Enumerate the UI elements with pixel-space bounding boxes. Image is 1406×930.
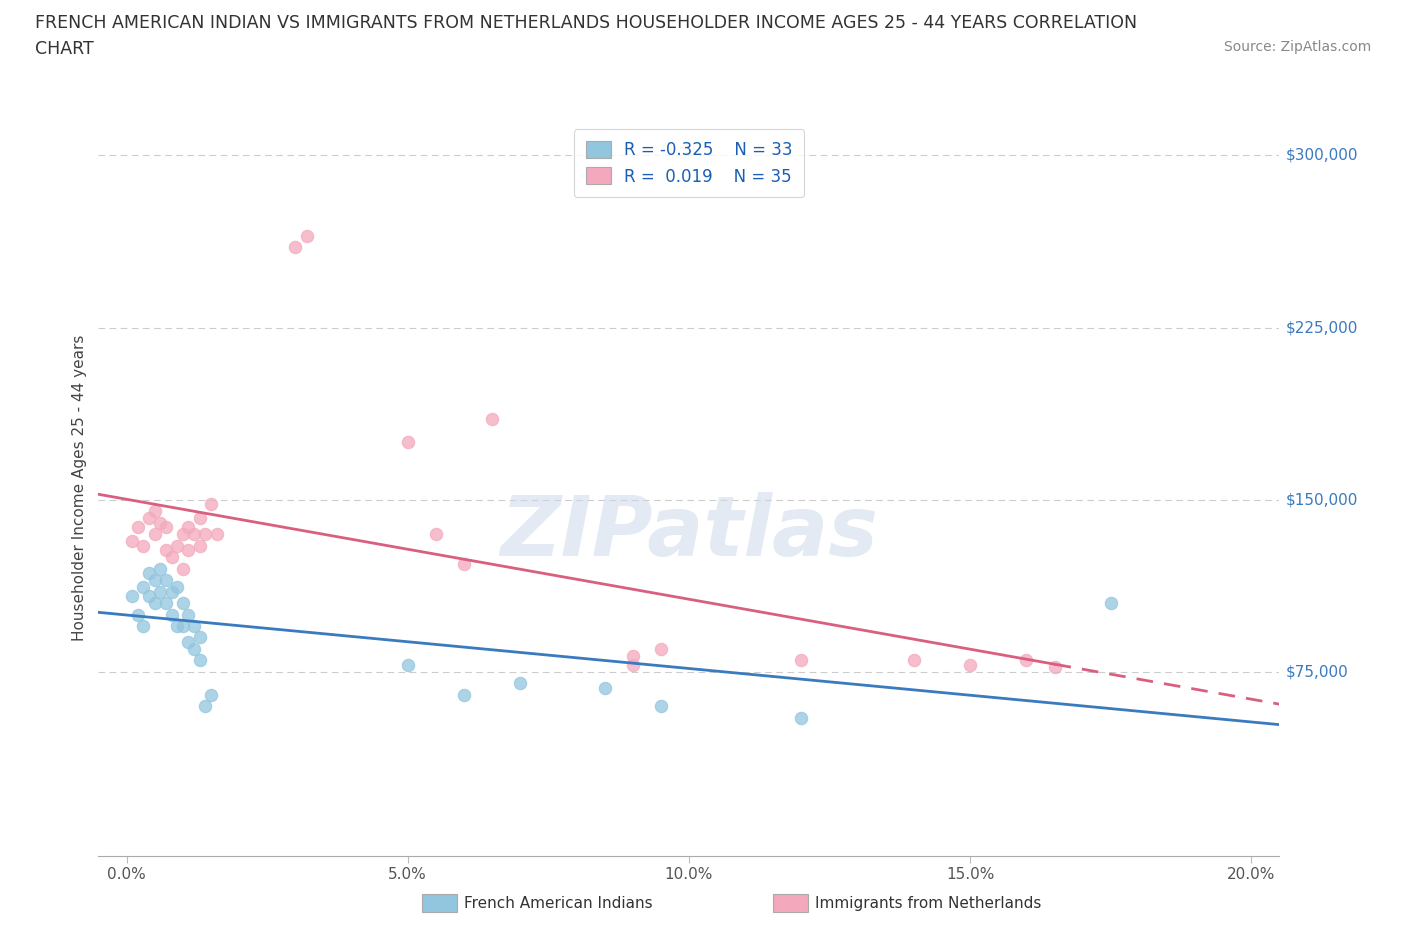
Point: [132, 579, 155, 594]
Point: [194, 699, 217, 714]
Point: [143, 573, 166, 588]
Point: [1099, 595, 1122, 610]
Point: [183, 526, 205, 541]
Point: [138, 589, 160, 604]
Point: [177, 634, 200, 649]
Point: [959, 658, 981, 672]
Point: [166, 618, 188, 633]
Point: [172, 618, 194, 633]
Point: [481, 412, 503, 427]
Point: [138, 511, 160, 525]
Point: [132, 538, 155, 553]
Point: [200, 687, 222, 702]
Point: [149, 584, 172, 599]
Point: [284, 240, 307, 255]
Point: [143, 595, 166, 610]
Point: [127, 607, 149, 622]
Point: [143, 526, 166, 541]
Point: [155, 573, 177, 588]
Text: ZIPatlas: ZIPatlas: [501, 492, 877, 573]
Point: [166, 538, 188, 553]
Point: [396, 658, 419, 672]
Point: [155, 543, 177, 558]
Point: [127, 520, 149, 535]
Point: [143, 504, 166, 519]
Y-axis label: Householder Income Ages 25 - 44 years: Householder Income Ages 25 - 44 years: [72, 335, 87, 642]
Point: [205, 526, 228, 541]
Point: [149, 515, 172, 530]
Point: [183, 618, 205, 633]
Point: [1043, 660, 1066, 675]
Point: [188, 511, 211, 525]
Point: [396, 435, 419, 450]
Point: [160, 607, 183, 622]
Point: [160, 550, 183, 565]
Text: French American Indians: French American Indians: [464, 897, 652, 911]
Text: $150,000: $150,000: [1285, 492, 1358, 507]
Point: [172, 526, 194, 541]
Point: [650, 699, 672, 714]
Point: [166, 579, 188, 594]
Point: [172, 561, 194, 576]
Point: [155, 520, 177, 535]
Point: [149, 561, 172, 576]
Point: [155, 595, 177, 610]
Text: $225,000: $225,000: [1285, 320, 1358, 335]
Legend: R = -0.325    N = 33, R =  0.019    N = 35: R = -0.325 N = 33, R = 0.019 N = 35: [574, 129, 804, 197]
Point: [1015, 653, 1038, 668]
Point: [903, 653, 925, 668]
Point: [188, 630, 211, 644]
Text: FRENCH AMERICAN INDIAN VS IMMIGRANTS FROM NETHERLANDS HOUSEHOLDER INCOME AGES 25: FRENCH AMERICAN INDIAN VS IMMIGRANTS FRO…: [35, 14, 1137, 32]
Point: [790, 653, 813, 668]
Point: [593, 681, 616, 696]
Text: Source: ZipAtlas.com: Source: ZipAtlas.com: [1223, 40, 1371, 54]
Point: [790, 711, 813, 725]
Text: CHART: CHART: [35, 40, 94, 58]
Point: [121, 589, 143, 604]
Point: [621, 658, 644, 672]
Point: [453, 687, 475, 702]
Point: [188, 538, 211, 553]
Point: [295, 228, 318, 243]
Point: [188, 653, 211, 668]
Point: [172, 595, 194, 610]
Point: [425, 526, 447, 541]
Point: [121, 534, 143, 549]
Point: [138, 565, 160, 580]
Point: [183, 642, 205, 657]
Point: [650, 642, 672, 657]
Point: [621, 648, 644, 663]
Point: [132, 618, 155, 633]
Point: [177, 607, 200, 622]
Point: [453, 556, 475, 571]
Text: Immigrants from Netherlands: Immigrants from Netherlands: [815, 897, 1042, 911]
Text: $300,000: $300,000: [1285, 148, 1358, 163]
Point: [160, 584, 183, 599]
Text: $75,000: $75,000: [1285, 664, 1348, 680]
Point: [509, 676, 531, 691]
Point: [194, 526, 217, 541]
Point: [177, 520, 200, 535]
Point: [200, 497, 222, 512]
Point: [177, 543, 200, 558]
